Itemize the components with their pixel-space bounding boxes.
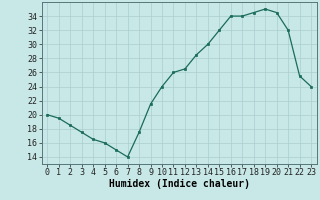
X-axis label: Humidex (Indice chaleur): Humidex (Indice chaleur) — [109, 179, 250, 189]
